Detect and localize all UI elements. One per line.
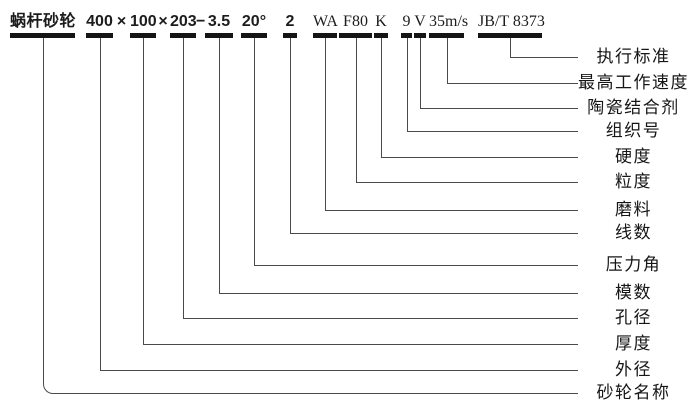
label-module: 模数: [615, 283, 652, 302]
token-thickness: 100: [130, 13, 157, 30]
connector-line-module: [219, 38, 578, 294]
token-grit-size: F80: [343, 13, 368, 30]
underline-bar-bore-diameter: [170, 33, 196, 38]
underline-bar-wheel-name: [10, 33, 75, 38]
connector-line-pressure-angle: [254, 38, 578, 266]
connector-line-abrasive: [325, 38, 578, 211]
connector-line-bore-diameter: [183, 38, 578, 319]
label-grit-size: 粒度: [615, 172, 652, 191]
label-thickness: 厚度: [615, 334, 652, 353]
underline-bar-grit-size: [339, 33, 372, 38]
connector-line-wheel-name: [43, 38, 578, 394]
token-thread-count: 2: [285, 13, 295, 30]
connector-line-structure-number: [407, 38, 578, 132]
label-outer-diameter: 外径: [615, 360, 652, 379]
label-bore-diameter: 孔径: [615, 308, 652, 327]
token-hardness: K: [375, 13, 387, 30]
underline-bar-structure-number: [401, 33, 412, 38]
label-thread-count: 线数: [615, 223, 652, 242]
underline-bar-max-speed: [429, 33, 464, 38]
label-structure-number: 组织号: [605, 121, 662, 140]
underline-bar-pressure-angle: [241, 33, 267, 38]
underline-bar-standard: [478, 33, 542, 38]
underline-bar-bond: [414, 33, 426, 38]
token-max-speed: 35m/s: [429, 13, 469, 30]
token-dash-sign: −: [196, 13, 206, 30]
label-bond: 陶瓷结合剂: [587, 98, 680, 117]
label-max-speed: 最高工作速度: [578, 73, 689, 92]
label-wheel-name: 砂轮名称: [596, 383, 671, 402]
connector-line-thickness: [143, 38, 578, 345]
token-pressure-angle: 20°: [241, 13, 267, 30]
token-structure-number: 9: [402, 13, 411, 30]
label-pressure-angle: 压力角: [605, 255, 662, 274]
label-abrasive: 磨料: [615, 200, 652, 219]
underline-bar-thread-count: [283, 33, 297, 38]
token-wheel-name: 蜗杆砂轮: [10, 13, 77, 30]
underline-bar-abrasive: [313, 33, 337, 38]
label-hardness: 硬度: [615, 147, 652, 166]
connector-line-hardness: [381, 38, 578, 158]
underline-bar-hardness: [374, 33, 388, 38]
connector-line-grit-size: [356, 38, 578, 183]
token-abrasive: WA: [313, 13, 338, 30]
connector-line-max-speed: [447, 38, 578, 84]
token-multiply-sign-1: ×: [116, 13, 127, 30]
token-bore-diameter: 203: [170, 13, 197, 30]
underline-bar-outer-diameter: [86, 33, 113, 38]
connector-line-thread-count: [290, 38, 578, 234]
connector-line-bond: [420, 38, 578, 109]
underline-bar-thickness: [130, 33, 156, 38]
token-standard: JB/T 8373: [478, 13, 545, 30]
connector-line-outer-diameter: [100, 38, 578, 371]
token-bond: V: [414, 13, 426, 30]
token-outer-diameter: 400: [86, 13, 113, 30]
label-standard: 执行标准: [596, 47, 671, 66]
token-module: 3.5: [207, 13, 231, 30]
token-multiply-sign-2: ×: [158, 13, 168, 30]
connector-line-standard: [510, 38, 578, 58]
underline-bar-module: [205, 33, 233, 38]
